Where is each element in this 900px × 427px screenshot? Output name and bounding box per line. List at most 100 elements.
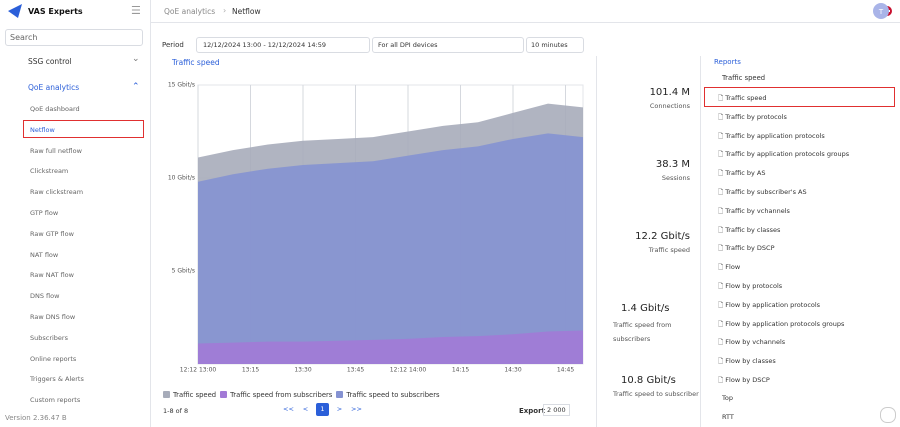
menu-toggle[interactable]: ☰ — [131, 4, 141, 17]
submenu-item[interactable]: Raw NAT flow — [30, 271, 74, 280]
x-tick-label: 13:15 — [242, 367, 259, 374]
x-tick-label: 14:45 — [557, 367, 574, 374]
area — [198, 133, 583, 364]
menu-item[interactable]: SSG control — [28, 57, 72, 66]
search-placeholder: Search — [10, 33, 38, 42]
report-item[interactable]: 🗋 Flow by application protocols groups — [718, 319, 845, 328]
y-tick-label: 10 Gbit/s — [168, 175, 195, 182]
report-item[interactable]: 🗋 Flow by vchannels — [718, 338, 786, 347]
folder[interactable]: Traffic speed — [722, 74, 766, 82]
legend-label[interactable]: Traffic speed — [173, 391, 217, 399]
submenu-item[interactable]: Raw GTP flow — [30, 229, 74, 238]
report-item[interactable]: 🗋 Traffic by subscriber's AS — [718, 188, 807, 196]
report-item[interactable]: 🗋 Traffic by AS — [718, 169, 766, 178]
report-item[interactable]: 🗋 Flow by classes — [718, 357, 776, 366]
pager-button[interactable]: > — [336, 405, 343, 413]
export-button[interactable]: Export — [519, 407, 545, 415]
pager-button[interactable]: < — [302, 405, 309, 413]
x-tick-label: 14:30 — [504, 367, 521, 374]
scroll-button[interactable] — [880, 407, 896, 423]
report-item[interactable]: 🗋 Flow — [718, 263, 741, 272]
stat-value: 10.8 Gbit/s — [621, 375, 676, 386]
stat-value: 1.4 Gbit/s — [621, 303, 670, 314]
submenu-item[interactable]: Custom reports — [30, 396, 81, 405]
x-tick-label: 14:15 — [452, 367, 469, 374]
report-item[interactable]: 🗋 Traffic by vchannels — [718, 206, 790, 215]
divider — [596, 56, 597, 427]
legend-label[interactable]: Traffic speed from subscribers — [230, 391, 333, 399]
reports-title: Reports — [714, 58, 741, 66]
search-box[interactable] — [5, 29, 143, 46]
report-item[interactable]: 🗋 Traffic by DSCP — [718, 244, 775, 253]
submenu-item[interactable]: Online reports — [30, 354, 77, 363]
legend-swatch — [336, 391, 344, 398]
stat-label: Traffic speed — [648, 246, 690, 254]
submenu-item[interactable]: GTP flow — [30, 209, 59, 217]
y-tick-label: 5 Gbit/s — [172, 268, 195, 275]
area — [198, 330, 583, 364]
submenu-item[interactable]: NAT flow — [30, 250, 59, 259]
stat-label: Traffic speed to subscriber — [613, 390, 699, 398]
interval-value: 10 minutes — [531, 41, 568, 49]
breadcrumb-item[interactable]: QoE analytics — [164, 7, 216, 16]
legend-label[interactable]: Traffic speed to subscribers — [346, 391, 440, 399]
devices-value: For all DPI devices — [378, 41, 438, 49]
submenu-item[interactable]: Subscribers — [30, 333, 68, 342]
pager-button[interactable]: << — [283, 405, 294, 413]
period-label: Period — [162, 41, 184, 49]
pager-button[interactable]: >> — [351, 405, 362, 413]
report-item[interactable]: 🗋 Traffic by application protocols group… — [718, 150, 850, 159]
stat-label: Connections — [649, 102, 690, 110]
legend-swatch — [220, 391, 228, 398]
stat-value: 101.4 M — [649, 87, 690, 98]
report-item[interactable]: 🗋 Traffic by classes — [718, 225, 781, 234]
legend-swatch — [163, 391, 170, 398]
stat-label: Traffic speed from subscribers — [613, 321, 672, 343]
interval-select[interactable] — [526, 37, 584, 53]
submenu-item[interactable]: Raw full netflow — [30, 146, 82, 155]
pager-button[interactable]: 1 — [316, 403, 329, 416]
x-tick-label: 12:12 13:00 — [180, 367, 217, 374]
chart-title: Traffic speed — [172, 58, 220, 67]
submenu-item[interactable]: Netflow — [30, 125, 55, 134]
stat-value: 12.2 Gbit/s — [635, 231, 690, 242]
sidebar: VAS Experts ☰ Search Version 2.36.47 B — [0, 0, 151, 427]
report-item[interactable]: 🗋 Traffic speed — [718, 94, 767, 102]
stat-value: 38.3 M — [655, 159, 690, 170]
period-input[interactable] — [196, 37, 370, 53]
period-value: 12/12/2024 13:00 - 12/12/2024 14:59 — [203, 41, 327, 49]
devices-select[interactable] — [372, 37, 524, 53]
submenu-item[interactable]: Clickstream — [30, 167, 69, 176]
submenu-item[interactable]: Triggers & Alerts — [30, 375, 84, 384]
menu-caret: ⌃ — [132, 82, 140, 92]
menu-caret: ⌄ — [132, 54, 140, 64]
menu-item[interactable]: QoE analytics — [28, 83, 80, 92]
breadcrumb-sep: › — [223, 6, 227, 15]
submenu-item[interactable]: QoE dashboard — [30, 105, 80, 113]
submenu-item[interactable]: Raw DNS flow — [30, 313, 76, 321]
stat-label: Sessions — [661, 174, 690, 182]
report-item[interactable]: 🗋 Flow by protocols — [718, 282, 783, 290]
folder[interactable]: RTT — [722, 412, 734, 421]
avatar[interactable]: T — [872, 2, 890, 20]
submenu-item[interactable]: Raw clickstream — [30, 188, 84, 197]
report-item[interactable]: 🗋 Traffic by protocols — [718, 112, 787, 121]
page-size[interactable]: 2 000 — [543, 404, 570, 416]
submenu-item[interactable]: DNS flow — [30, 292, 60, 301]
folder[interactable]: Top — [722, 394, 733, 402]
logo-icon — [8, 4, 22, 18]
version: Version 2.36.47 B — [5, 414, 67, 422]
report-item[interactable]: 🗋 Traffic by application protocols — [718, 131, 825, 140]
breadcrumb-item: Netflow — [232, 7, 261, 16]
pager-range: 1-8 of 8 — [163, 407, 189, 415]
report-item[interactable]: 🗋 Flow by DSCP — [718, 376, 770, 384]
y-tick-label: 15 Gbit/s — [168, 82, 195, 89]
x-tick-label: 13:30 — [294, 367, 311, 374]
report-item[interactable]: 🗋 Flow by application protocols — [718, 300, 821, 309]
x-tick-label: 12:12 14:00 — [390, 367, 427, 374]
divider — [700, 56, 701, 427]
svg-text:T: T — [878, 8, 884, 16]
selected-report — [704, 87, 895, 107]
